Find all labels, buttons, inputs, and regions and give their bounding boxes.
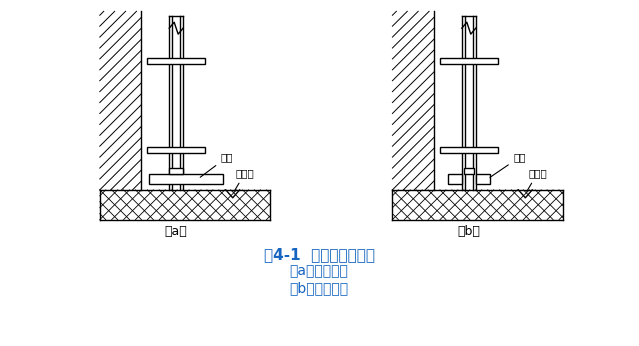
Bar [448, 174, 462, 184]
Bar [464, 168, 473, 174]
Text: 排水沟: 排水沟 [527, 168, 547, 191]
Text: 图4-1  普通脚手架基底: 图4-1 普通脚手架基底 [263, 247, 374, 262]
Bar [148, 147, 205, 153]
Bar [169, 168, 183, 174]
Text: 排水沟: 排水沟 [234, 168, 254, 191]
Text: （a）横铺垫板: （a）横铺垫板 [289, 264, 348, 278]
Bar [148, 58, 205, 64]
Text: （b）: （b） [458, 225, 481, 238]
Text: 垫木: 垫木 [490, 152, 526, 177]
Text: 垫木: 垫木 [200, 152, 233, 177]
Bar [440, 58, 498, 64]
Bar [440, 147, 498, 153]
Bar [476, 174, 489, 184]
Bar [150, 174, 223, 184]
Text: （b）顺铺垫板: （b）顺铺垫板 [289, 281, 348, 295]
Text: （a）: （a） [165, 225, 187, 238]
